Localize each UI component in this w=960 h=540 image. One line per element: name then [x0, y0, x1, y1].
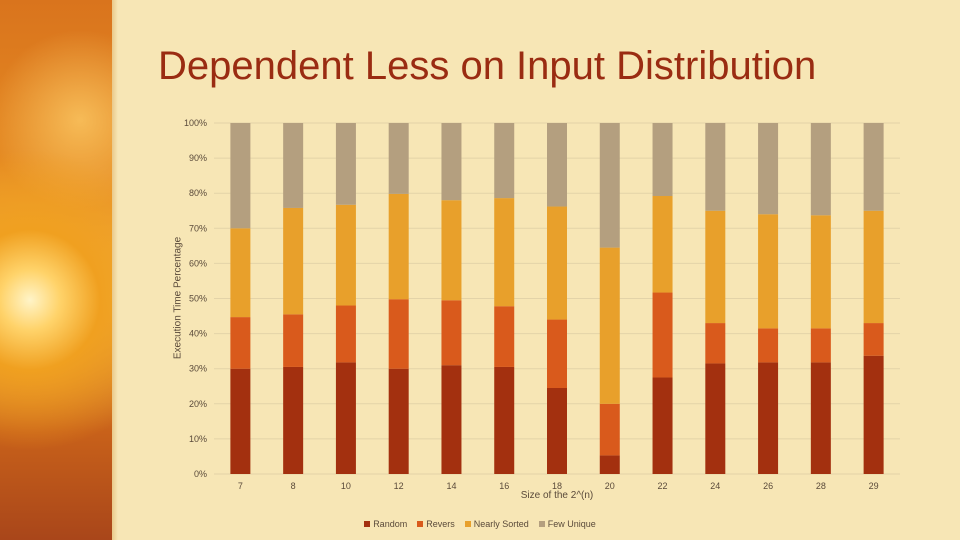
bar-segment-revers [283, 314, 304, 367]
x-tick-label: 28 [816, 481, 826, 491]
bar-segment-few-unique [705, 123, 726, 211]
bar-segment-revers [758, 328, 779, 363]
bar-segment-revers [441, 300, 462, 366]
bar-segment-random [283, 366, 304, 474]
y-tick-label: 70% [189, 223, 207, 233]
bar-segment-random [863, 355, 884, 474]
legend-label-random: Random [373, 519, 408, 529]
bar-segment-random [230, 368, 251, 474]
bar-segment-revers [230, 317, 251, 369]
legend-item-nearly-sorted: Nearly Sorted [464, 519, 529, 529]
x-tick-label: 24 [710, 481, 720, 491]
bar-segment-revers [494, 306, 515, 367]
bar-segment-few-unique [863, 123, 884, 211]
legend-label-nearly-sorted: Nearly Sorted [473, 519, 529, 529]
bar-segment-random [705, 363, 726, 474]
bar-segment-nearly-sorted [230, 228, 251, 318]
bar-segment-nearly-sorted [758, 214, 779, 329]
legend-item-few-unique: Few Unique [538, 519, 596, 529]
bar-segment-few-unique [547, 123, 567, 207]
legend-swatch-random [364, 521, 371, 527]
decorative-lightbulb-panel [0, 0, 112, 540]
bar-segment-few-unique [230, 123, 251, 229]
bar-segment-nearly-sorted [863, 210, 884, 324]
legend-label-revers: Revers [426, 519, 455, 529]
bar-segment-nearly-sorted [388, 193, 409, 300]
x-tick-label: 14 [446, 481, 456, 491]
bar-segment-nearly-sorted [547, 206, 567, 320]
bar-segment-few-unique [599, 123, 620, 248]
bar-segment-random [494, 366, 515, 474]
legend-swatch-nearly-sorted [464, 521, 471, 527]
y-tick-label: 20% [189, 399, 207, 409]
chart-legend: Random Revers Nearly Sorted Few Unique [0, 519, 960, 529]
bar-segment-nearly-sorted [441, 200, 462, 301]
bar-segment-revers [599, 403, 620, 456]
bar-segment-revers [810, 328, 831, 363]
bar-segment-few-unique [441, 123, 462, 201]
bar-segment-few-unique [494, 123, 515, 199]
bar-segment-nearly-sorted [494, 198, 515, 307]
bar-segment-nearly-sorted [705, 210, 726, 324]
legend-item-random: Random [364, 519, 407, 529]
bar-segment-nearly-sorted [335, 204, 356, 306]
bar-segment-nearly-sorted [652, 196, 673, 293]
bar-segment-nearly-sorted [810, 215, 831, 329]
bar-segment-few-unique [283, 123, 304, 208]
bar-segment-revers [652, 292, 673, 378]
bar-segment-revers [863, 323, 884, 356]
y-tick-label: 100% [184, 118, 207, 128]
x-tick-label: 16 [499, 481, 509, 491]
bar-segment-revers [705, 323, 726, 364]
x-tick-label: 10 [341, 481, 351, 491]
bar-segment-few-unique [652, 123, 673, 197]
bar-segment-random [652, 377, 673, 474]
bar-segment-revers [335, 305, 356, 363]
bar-segment-random [547, 388, 567, 474]
legend-swatch-few-unique [538, 521, 545, 527]
bar-segment-nearly-sorted [599, 247, 620, 404]
y-tick-label: 30% [189, 364, 207, 374]
x-tick-label: 22 [658, 481, 668, 491]
y-tick-label: 0% [194, 469, 207, 479]
y-tick-label: 40% [189, 329, 207, 339]
bar-segment-few-unique [758, 123, 779, 215]
bar-segment-nearly-sorted [283, 207, 304, 315]
bar-segment-random [810, 362, 831, 474]
bar-segment-random [441, 365, 462, 474]
bar-segment-random [388, 368, 409, 474]
x-tick-label: 18 [552, 481, 562, 491]
bar-segment-few-unique [810, 123, 831, 216]
bar-segment-random [335, 362, 356, 474]
panel-edge [112, 0, 118, 540]
x-tick-label: 29 [869, 481, 879, 491]
y-tick-label: 60% [189, 258, 207, 268]
legend-label-few-unique: Few Unique [547, 519, 596, 529]
y-tick-label: 90% [189, 153, 207, 163]
bar-segment-random [758, 362, 779, 474]
x-axis-title: Size of the 2^(n) [520, 490, 594, 501]
slide-title: Dependent Less on Input Distribution [158, 44, 817, 88]
bar-segment-revers [388, 299, 409, 369]
y-tick-label: 10% [189, 434, 207, 444]
y-axis-title-text: Execution Time Percentage [172, 236, 184, 360]
x-tick-label: 20 [605, 481, 615, 491]
bar-segment-revers [547, 319, 567, 389]
legend-swatch-revers [417, 521, 424, 527]
x-tick-label: 8 [291, 481, 296, 491]
x-tick-label: 7 [238, 481, 243, 491]
bar-segment-random [599, 455, 620, 474]
x-tick-label: 12 [394, 481, 404, 491]
bar-segment-few-unique [335, 123, 356, 205]
x-tick-label: 26 [763, 481, 773, 491]
y-tick-label: 50% [189, 294, 207, 304]
legend-item-revers: Revers [417, 519, 455, 529]
y-tick-label: 80% [189, 188, 207, 198]
bar-segment-few-unique [388, 123, 409, 194]
